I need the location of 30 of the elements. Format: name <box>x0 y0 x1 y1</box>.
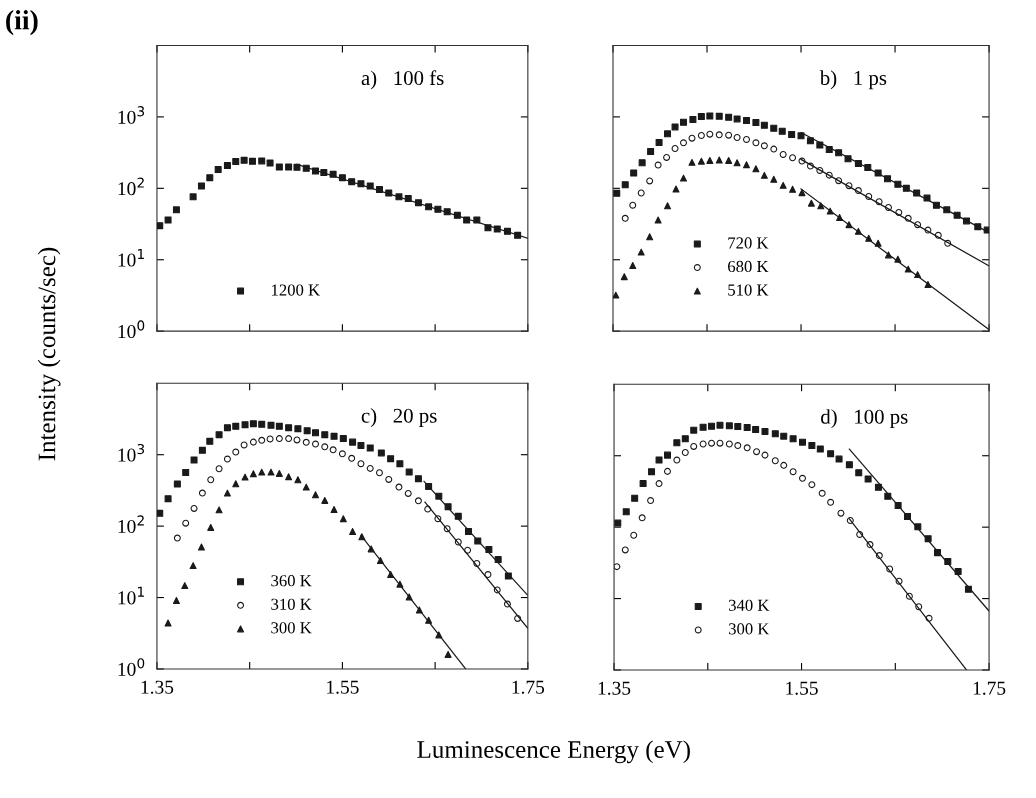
text: b) 1 ps <box>819 70 887 90</box>
y-tick-label: 10$^{1}$ <box>118 586 144 605</box>
x-tick-label: 1.55 <box>786 681 818 695</box>
legend-label: 1200 K <box>272 284 320 296</box>
y-tick-label: 10$^{3}$ <box>118 106 145 124</box>
legend-label: 310 K <box>271 598 312 610</box>
legend-label: 510 K <box>728 284 769 296</box>
y-tick-label: 10$^{2}$ <box>118 177 144 196</box>
x-axis-title: Luminescence Energy (eV) <box>417 740 690 764</box>
y-tick-label: 10$^{1}$ <box>118 249 144 267</box>
legend-label: 300 K <box>729 623 770 635</box>
x-tick-label: 1.75 <box>973 681 1006 695</box>
x-tick-label: 1.55 <box>327 680 359 694</box>
legend-label: 680 K <box>728 260 769 273</box>
text: a) 100 fs <box>361 70 444 90</box>
legend-label: 340 K <box>729 599 770 611</box>
y-tick-label: 10$^{0}$ <box>118 658 145 676</box>
y-tick-label: 10$^{3}$ <box>118 443 145 462</box>
text: d) 100 ps <box>821 409 908 429</box>
legend-label: 300 K <box>271 622 312 634</box>
legend-label: 720 K <box>728 237 769 249</box>
y-tick-label: 10$^{2}$ <box>118 515 144 534</box>
text: c) 20 ps <box>361 408 437 428</box>
x-tick-label: 1.35 <box>141 680 174 694</box>
legend-label: 360 K <box>271 575 312 587</box>
y-axis-title: Intensity (counts/sec) <box>37 247 61 461</box>
text: (ii) <box>6 10 38 36</box>
y-tick-label: 10$^{0}$ <box>118 320 145 339</box>
x-tick-label: 1.35 <box>598 681 631 695</box>
x-tick-label: 1.75 <box>512 680 545 694</box>
